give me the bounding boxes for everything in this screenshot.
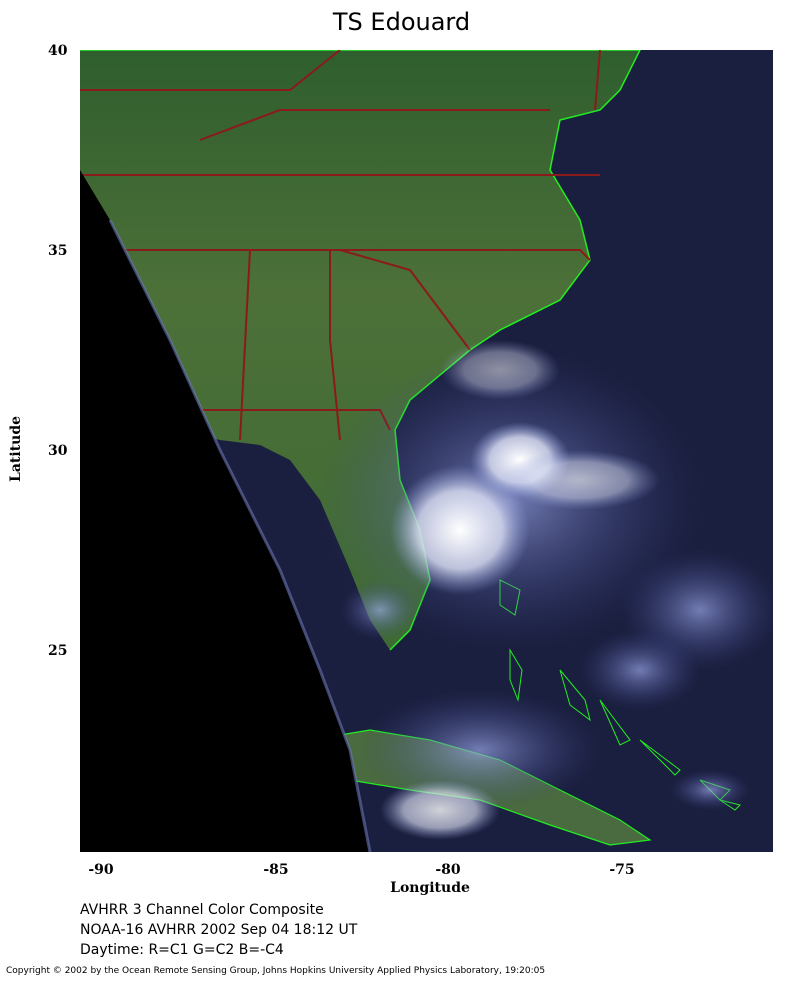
y-tick-label: 25 (48, 643, 68, 659)
y-tick-label: 30 (48, 443, 68, 459)
x-tick-label: -75 (609, 862, 635, 878)
x-tick-label: -80 (435, 862, 461, 878)
y-axis-label: Latitude (8, 415, 24, 482)
y-tick-label: 35 (48, 243, 68, 259)
info-line-2: NOAA-16 AVHRR 2002 Sep 04 18:12 UT (80, 922, 358, 938)
copyright-notice: Copyright © 2002 by the Ocean Remote Sen… (6, 966, 546, 976)
info-line-1: AVHRR 3 Channel Color Composite (80, 902, 324, 918)
y-tick-label: 40 (48, 43, 68, 59)
land-usa (80, 50, 640, 650)
info-line-3: Daytime: R=C1 G=C2 B=-C4 (80, 942, 284, 958)
x-axis-label: Longitude (390, 880, 470, 896)
x-tick-label: -90 (88, 862, 114, 878)
x-tick-label: -85 (263, 862, 289, 878)
cloud-cover (320, 340, 773, 840)
satellite-map (80, 50, 773, 852)
no-data-swath (80, 170, 370, 852)
image-title: TS Edouard (332, 8, 471, 36)
